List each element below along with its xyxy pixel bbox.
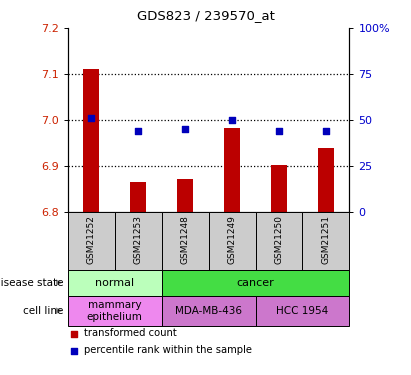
Text: transformed count: transformed count <box>84 328 177 338</box>
Bar <box>271 165 287 212</box>
Text: HCC 1954: HCC 1954 <box>276 306 328 316</box>
Bar <box>162 270 349 296</box>
Bar <box>302 212 349 270</box>
Text: cancer: cancer <box>237 278 275 288</box>
Text: GDS823 / 239570_at: GDS823 / 239570_at <box>136 9 275 22</box>
Bar <box>115 212 162 270</box>
Bar <box>256 212 302 270</box>
Point <box>135 128 141 134</box>
Text: GSM21249: GSM21249 <box>228 215 237 264</box>
Text: GSM21253: GSM21253 <box>134 215 143 264</box>
Bar <box>318 148 334 212</box>
Point <box>276 128 282 134</box>
Bar <box>224 128 240 212</box>
Point <box>229 117 236 123</box>
Point <box>71 331 78 337</box>
Bar <box>162 212 209 270</box>
Bar <box>68 296 162 326</box>
Bar <box>83 69 99 212</box>
Point <box>71 348 78 354</box>
Bar <box>130 182 146 212</box>
Text: GSM21248: GSM21248 <box>180 215 189 264</box>
Text: normal: normal <box>95 278 134 288</box>
Text: cell line: cell line <box>23 306 64 316</box>
Bar <box>256 296 349 326</box>
Bar <box>68 212 115 270</box>
Text: mammary
epithelium: mammary epithelium <box>87 300 143 322</box>
Bar <box>177 179 193 212</box>
Point <box>323 128 329 134</box>
Text: GSM21251: GSM21251 <box>321 215 330 264</box>
Text: disease state: disease state <box>0 278 64 288</box>
Bar <box>68 270 162 296</box>
Text: GSM21252: GSM21252 <box>87 215 96 264</box>
Point <box>88 115 95 121</box>
Bar <box>162 296 256 326</box>
Bar <box>209 212 256 270</box>
Text: MDA-MB-436: MDA-MB-436 <box>175 306 242 316</box>
Point <box>182 126 188 132</box>
Text: percentile rank within the sample: percentile rank within the sample <box>84 345 252 355</box>
Text: GSM21250: GSM21250 <box>275 215 284 264</box>
